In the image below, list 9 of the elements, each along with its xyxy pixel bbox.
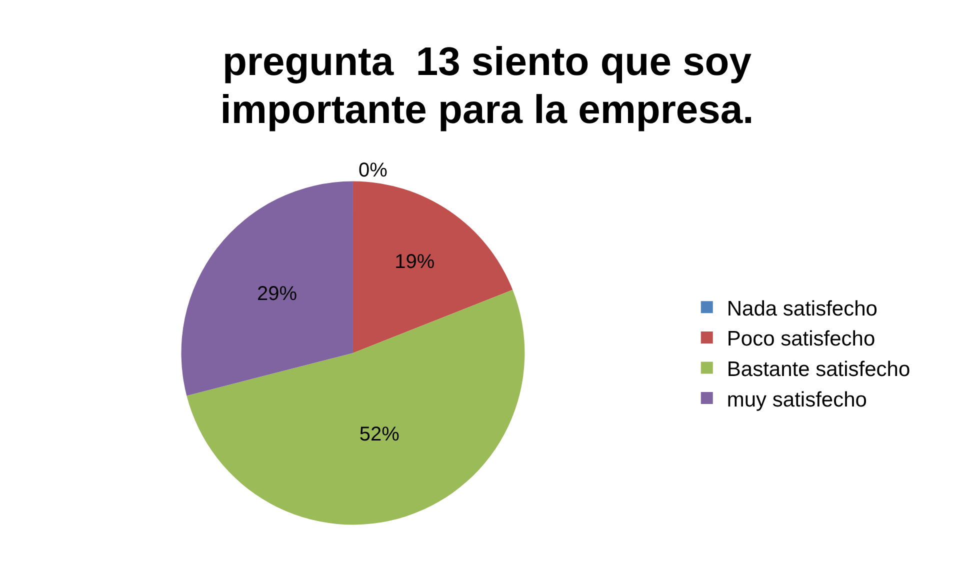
data-label: 52% (359, 424, 400, 446)
text: 0% (358, 159, 388, 182)
data-label: 19% (394, 251, 435, 274)
legend-label: Bastante satisfecho (726, 358, 910, 381)
legend-label: Nada satisfecho (726, 297, 878, 320)
data-label: 29% (257, 283, 298, 306)
legend-label: Poco satisfecho (726, 328, 876, 351)
chart-title: pregunta 13 siento que soy importante para la empresa. (219, 39, 755, 134)
legend-label: muy satisfecho (726, 388, 867, 412)
